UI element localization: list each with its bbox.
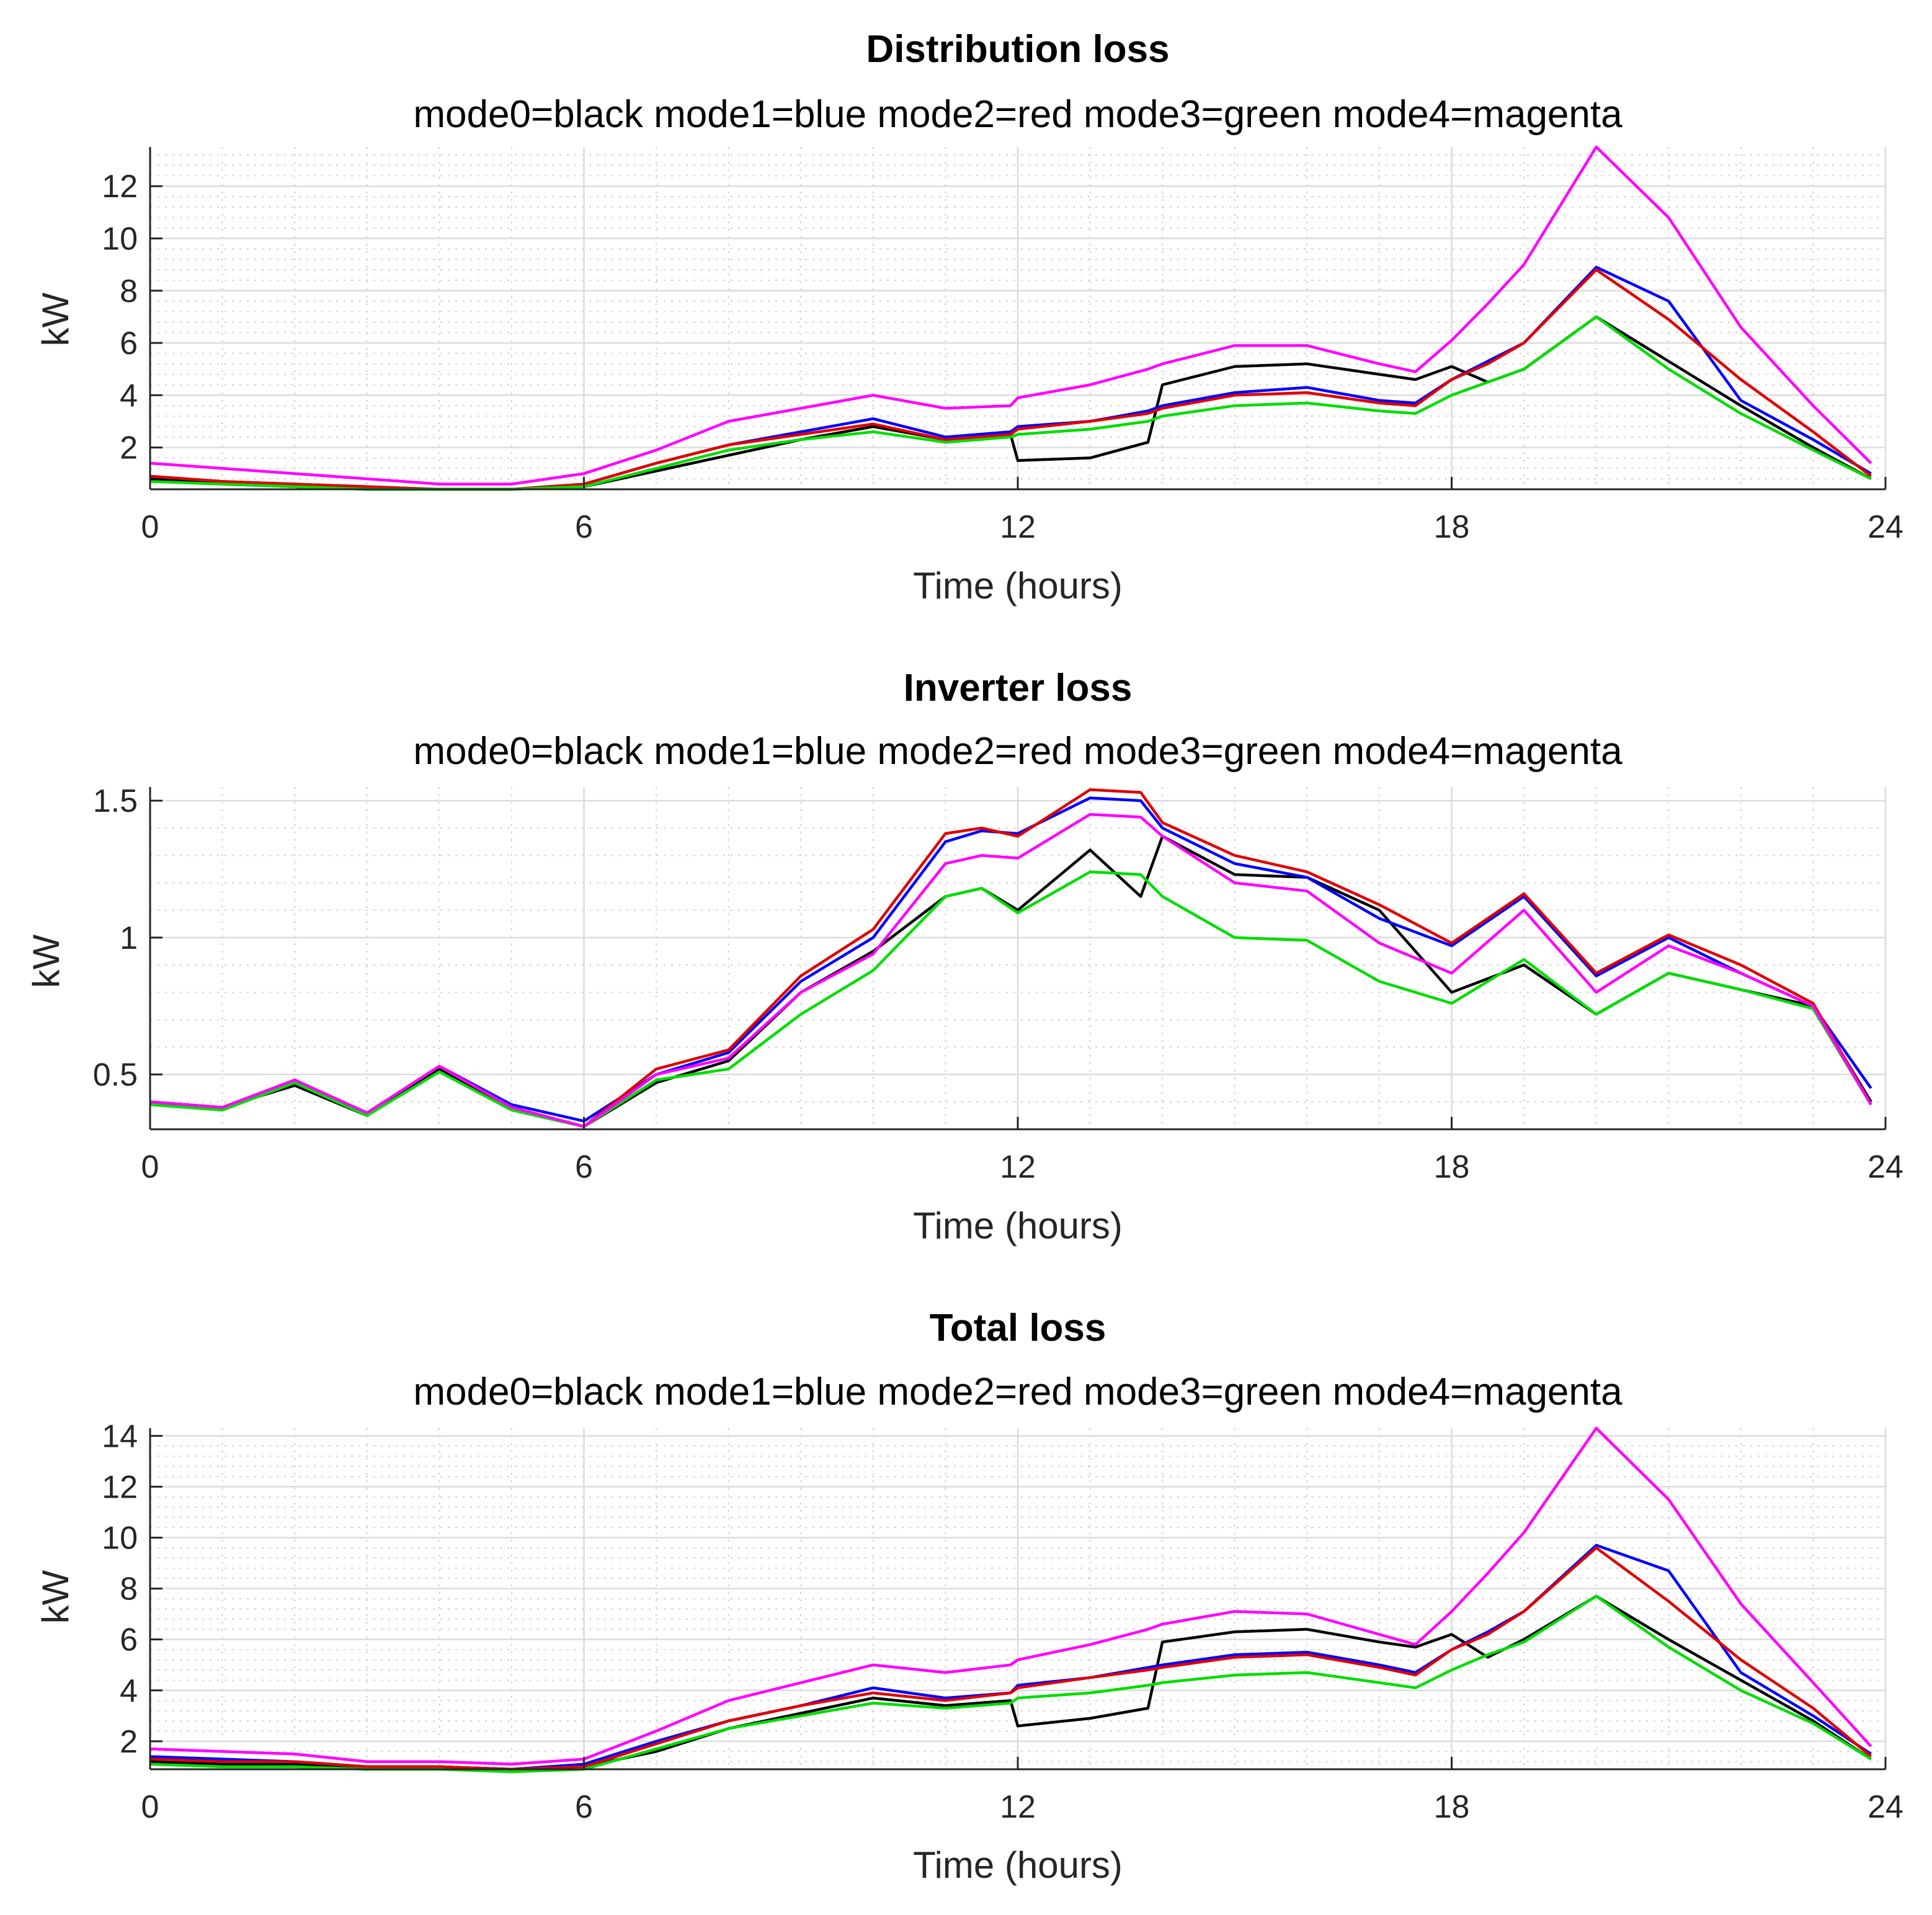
chart-title: Total loss [930, 1307, 1106, 1349]
x-axis-label: Time (hours) [913, 565, 1123, 606]
x-tick-label: 24 [1867, 1149, 1903, 1185]
series-line-mode2 [149, 268, 1872, 491]
panel-total-loss: Total loss mode0=black mode1=blue mode2=… [35, 1307, 1903, 1886]
y-tick-label: 8 [120, 273, 138, 309]
y-axis-label: kW [25, 934, 67, 988]
y-tick-label: 2 [120, 430, 138, 466]
x-tick-label: 6 [575, 509, 593, 545]
x-tick-label: 12 [1000, 1789, 1036, 1825]
x-tick-label: 6 [575, 1149, 593, 1185]
y-tick-label: 0.5 [93, 1057, 138, 1093]
x-tick-label: 24 [1867, 1789, 1903, 1825]
y-tick-label: 12 [102, 169, 138, 205]
y-tick-label: 12 [102, 1469, 138, 1505]
x-axis-label: Time (hours) [913, 1844, 1123, 1886]
chart-subtitle: mode0=black mode1=blue mode2=red mode3=g… [413, 730, 1623, 773]
y-tick-label: 1 [120, 920, 138, 956]
y-tick-label: 8 [120, 1571, 138, 1607]
plot-area [149, 145, 1887, 491]
y-tick-label: 10 [102, 1520, 138, 1556]
x-tick-label: 6 [575, 1789, 593, 1825]
series-line-mode3 [149, 870, 1872, 1128]
x-tick-label: 24 [1867, 509, 1903, 545]
series-line-mode2 [149, 788, 1872, 1128]
series-line-mode0 [149, 1594, 1872, 1771]
x-tick-label: 0 [141, 1789, 159, 1825]
chart-subtitle: mode0=black mode1=blue mode2=red mode3=g… [413, 1371, 1623, 1413]
series-line-mode0 [149, 835, 1872, 1128]
y-tick-label: 4 [120, 1673, 138, 1709]
y-axis-label: kW [35, 292, 76, 346]
chart-title: Distribution loss [866, 28, 1169, 71]
chart-title: Inverter loss [904, 667, 1133, 709]
y-tick-label: 14 [102, 1418, 138, 1454]
y-tick-label: 6 [120, 326, 138, 362]
x-tick-label: 12 [1000, 1149, 1036, 1185]
x-tick-label: 18 [1434, 1149, 1470, 1185]
x-tick-label: 18 [1434, 1789, 1470, 1825]
series-line-mode1 [149, 1544, 1872, 1771]
y-axis-label: kW [35, 1570, 76, 1624]
x-tick-label: 12 [1000, 509, 1036, 545]
y-tick-label: 10 [102, 221, 138, 257]
x-tick-label: 0 [141, 509, 159, 545]
x-axis-label: Time (hours) [913, 1205, 1123, 1246]
plot-area [149, 1426, 1887, 1774]
x-tick-label: 18 [1434, 509, 1470, 545]
plot-area [149, 787, 1887, 1130]
series-line-mode1 [149, 796, 1872, 1123]
y-tick-label: 4 [120, 378, 138, 414]
y-tick-label: 2 [120, 1724, 138, 1760]
x-tick-label: 0 [141, 1149, 159, 1185]
series-line-mode2 [149, 1546, 1872, 1771]
panel-distribution-loss: Distribution loss mode0=black mode1=blue… [35, 28, 1903, 606]
series-line-mode4 [149, 812, 1872, 1128]
series-line-mode4 [149, 1426, 1872, 1766]
chart-subtitle: mode0=black mode1=blue mode2=red mode3=g… [413, 93, 1623, 136]
series-line-mode1 [149, 265, 1872, 491]
y-tick-label: 6 [120, 1622, 138, 1658]
series-line-mode4 [149, 145, 1872, 486]
y-tick-label: 1.5 [93, 783, 138, 819]
panel-inverter-loss: Inverter loss mode0=black mode1=blue mod… [25, 667, 1903, 1246]
series-line-mode3 [149, 1594, 1872, 1774]
